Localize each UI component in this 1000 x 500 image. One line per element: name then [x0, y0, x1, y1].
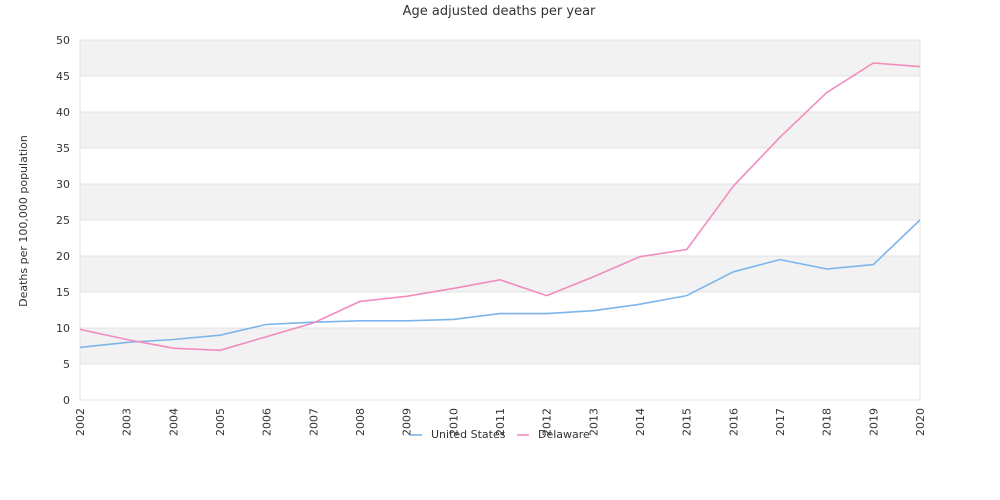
y-tick-label: 40	[56, 106, 70, 119]
x-tick-label: 2019	[867, 408, 880, 436]
y-axis-ticks: 0 5 10 15 20 25 30 35 40 45 50	[56, 34, 70, 407]
x-tick-label: 2006	[261, 408, 274, 436]
gridlines	[79, 39, 921, 401]
y-tick-label: 10	[56, 322, 70, 335]
plot-band	[80, 40, 920, 76]
y-tick-label: 0	[63, 394, 70, 407]
x-tick-label: 2011	[494, 408, 507, 436]
y-tick-label: 25	[56, 214, 70, 227]
y-tick-label: 50	[56, 34, 70, 47]
series-line-united-states	[79, 219, 921, 349]
legend-label: United States	[431, 428, 506, 441]
plot-band	[80, 364, 920, 400]
y-tick-label: 15	[56, 286, 70, 299]
x-tick-label: 2002	[74, 408, 87, 436]
y-axis-label: Deaths per 100,000 population	[17, 135, 30, 307]
plot-band	[80, 112, 920, 148]
x-tick-label: 2015	[681, 408, 694, 436]
x-tick-label: 2012	[541, 408, 554, 436]
x-tick-label: 2017	[774, 408, 787, 436]
x-tick-label: 2013	[587, 408, 600, 436]
x-tick-label: 2014	[634, 408, 647, 436]
plot-band	[80, 184, 920, 220]
y-tick-label: 45	[56, 70, 70, 83]
chart-title: Age adjusted deaths per year	[403, 4, 596, 19]
plot-bands	[80, 40, 920, 400]
x-tick-label: 2020	[914, 408, 927, 436]
plot-band	[80, 292, 920, 328]
plot-band	[80, 148, 920, 184]
plot-band	[80, 256, 920, 292]
x-tick-label: 2003	[121, 408, 134, 436]
x-tick-label: 2010	[447, 408, 460, 436]
plot-band	[80, 76, 920, 112]
plot-band	[80, 328, 920, 364]
plot-band	[80, 220, 920, 256]
legend: United States Delaware	[410, 428, 590, 441]
x-axis-ticks: 2002 2003 2004 2005 2006 2007 2008 2009 2010 2011…	[74, 408, 927, 436]
x-tick-label: 2016	[727, 408, 740, 436]
y-tick-label: 35	[56, 142, 70, 155]
y-tick-label: 20	[56, 250, 70, 263]
legend-label: Delaware	[538, 428, 590, 441]
x-tick-label: 2005	[214, 408, 227, 436]
y-tick-label: 30	[56, 178, 70, 191]
y-tick-label: 5	[63, 358, 70, 371]
x-tick-label: 2004	[167, 408, 180, 436]
x-tick-label: 2007	[307, 408, 320, 436]
x-tick-label: 2018	[821, 408, 834, 436]
series-line-delaware	[79, 62, 921, 352]
x-tick-label: 2008	[354, 408, 367, 436]
series-lines	[79, 62, 921, 352]
x-tick-label: 2009	[401, 408, 414, 436]
